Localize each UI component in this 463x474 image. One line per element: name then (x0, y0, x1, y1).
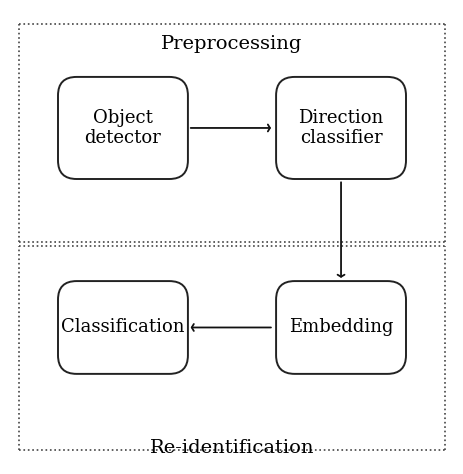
FancyBboxPatch shape (58, 281, 188, 374)
FancyBboxPatch shape (58, 77, 188, 179)
Text: Re-identification: Re-identification (150, 439, 313, 457)
FancyBboxPatch shape (275, 281, 405, 374)
FancyBboxPatch shape (275, 77, 405, 179)
Text: Embedding: Embedding (288, 319, 393, 337)
Text: Direction
classifier: Direction classifier (298, 109, 383, 147)
Text: Classification: Classification (61, 319, 184, 337)
Text: Preprocessing: Preprocessing (161, 36, 302, 54)
Text: Object
detector: Object detector (84, 109, 161, 147)
